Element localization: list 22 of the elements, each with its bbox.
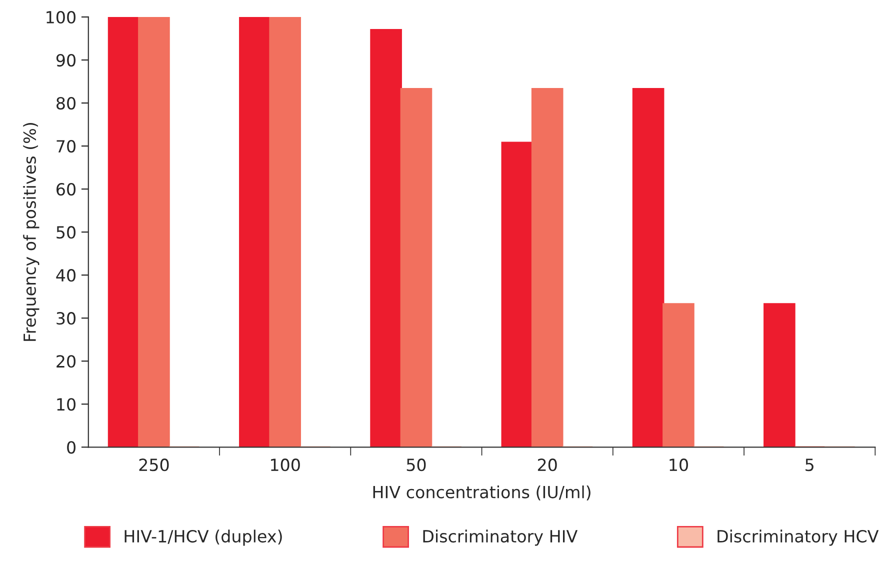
legend-label: Discriminatory HCV <box>718 530 879 546</box>
y-tick-label: 50 <box>56 226 76 239</box>
y-tick-label: 90 <box>56 54 76 67</box>
y-tick-label: 80 <box>56 96 76 110</box>
y-tick-label: 40 <box>56 269 76 282</box>
y-tick-label: 20 <box>56 355 76 368</box>
legend-label: Discriminatory HIV <box>423 530 578 546</box>
y-tick-label: 70 <box>56 140 76 153</box>
y-tick-label: 30 <box>56 312 76 325</box>
legend-label: HIV-1/HCV (duplex) <box>124 530 282 546</box>
x-tick-label: 5 <box>806 458 814 472</box>
x-tick-label: 100 <box>271 458 300 472</box>
x-tick-label: 250 <box>139 458 169 472</box>
y-tick-label: 10 <box>57 398 76 411</box>
y-tick-label: 100 <box>46 10 76 24</box>
y-tick-label: 60 <box>56 183 76 196</box>
x-tick-label: 20 <box>538 458 557 472</box>
y-tick-label: 0 <box>67 441 76 454</box>
x-axis-title: HIV concentrations (IU/ml) <box>373 485 590 500</box>
x-tick-label: 50 <box>406 458 426 472</box>
x-tick-label: 10 <box>670 458 688 472</box>
y-axis-title: Frequency of positives (%) <box>23 123 40 341</box>
